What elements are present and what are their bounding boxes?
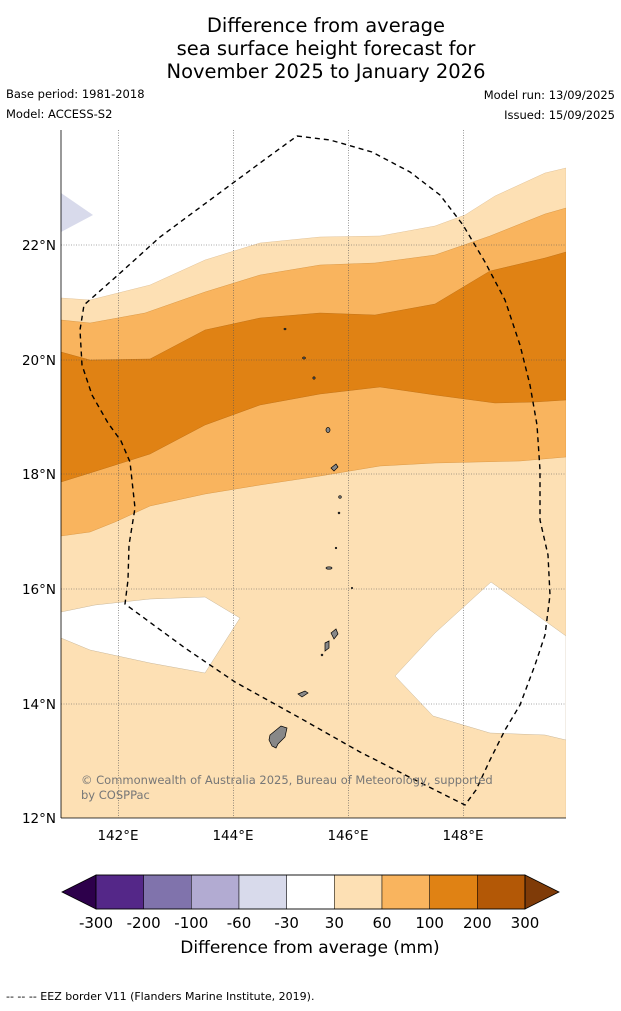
colorbar-label: -200 bbox=[127, 914, 161, 932]
colorbar-extend-high bbox=[524, 874, 560, 910]
base-period-label: Base period: 1981-2018 bbox=[6, 87, 145, 101]
eez-border bbox=[79, 135, 551, 806]
lat-label-14n: 14°N bbox=[22, 697, 56, 713]
island-guguan bbox=[337, 511, 341, 515]
island-farallon-de-pajaros bbox=[283, 327, 287, 331]
colorbar-label: 200 bbox=[463, 914, 492, 932]
colorbar-extend-low bbox=[61, 874, 97, 910]
island-asuncion bbox=[312, 376, 316, 380]
colorbar-segment bbox=[334, 874, 383, 910]
colorbar-label: 300 bbox=[511, 914, 540, 932]
neutral-region-east bbox=[394, 581, 566, 741]
colorbar-label: -30 bbox=[274, 914, 299, 932]
model-run-label: Model run: 13/09/2025 bbox=[483, 88, 615, 102]
islands bbox=[268, 327, 354, 749]
contour-neg30-neg60 bbox=[61, 193, 93, 232]
model-label: Model: ACCESS-S2 bbox=[6, 107, 113, 121]
lon-label-148e: 148°E bbox=[442, 828, 483, 844]
island-maug bbox=[302, 356, 306, 360]
copyright-line-1: © Commonwealth of Australia 2025, Bureau… bbox=[81, 773, 493, 787]
title-line-2: sea surface height forecast for bbox=[176, 37, 476, 60]
contour-100-200 bbox=[61, 251, 566, 483]
island-pagan bbox=[330, 463, 339, 472]
colorbar-segment bbox=[429, 874, 478, 910]
island-saipan bbox=[330, 628, 339, 640]
colorbar-segment bbox=[191, 874, 240, 910]
colorbar-frame bbox=[95, 874, 526, 910]
lat-label-20n: 20°N bbox=[22, 353, 56, 369]
lat-label-22n: 22°N bbox=[22, 238, 56, 254]
issued-label: Issued: 15/09/2025 bbox=[504, 108, 615, 122]
colorbar-label: -100 bbox=[174, 914, 208, 932]
colorbar-title: Difference from average (mm) bbox=[180, 938, 439, 958]
island-agrihan bbox=[325, 427, 331, 433]
island-guam bbox=[268, 725, 288, 749]
colorbar-segment bbox=[286, 874, 335, 910]
island-anatahan bbox=[325, 566, 333, 570]
island-rota bbox=[297, 690, 309, 698]
colorbar bbox=[61, 874, 560, 910]
island-aguijan bbox=[320, 653, 324, 657]
colorbar-segment bbox=[143, 874, 192, 910]
gridlines bbox=[61, 130, 566, 818]
colorbar-segment bbox=[477, 874, 526, 910]
lon-label-146e: 146°E bbox=[327, 828, 368, 844]
neutral-region-west bbox=[61, 596, 241, 674]
title-line-1: Difference from average bbox=[206, 14, 446, 37]
lon-label-142e: 142°E bbox=[97, 828, 138, 844]
colorbar-label: -60 bbox=[227, 914, 252, 932]
colorbar-label: 60 bbox=[372, 914, 391, 932]
lat-label-18n: 18°N bbox=[22, 467, 56, 483]
colorbar-segment bbox=[238, 874, 287, 910]
island-tinian bbox=[324, 640, 330, 652]
colorbar-segment bbox=[95, 874, 144, 910]
colorbar-segment bbox=[381, 874, 430, 910]
lon-label-144e: 144°E bbox=[212, 828, 253, 844]
title-line-3: November 2025 to January 2026 bbox=[166, 60, 486, 83]
lat-label-16n: 16°N bbox=[22, 582, 56, 598]
colorbar-label: 100 bbox=[415, 914, 444, 932]
island-sarigan bbox=[334, 546, 338, 550]
island-farallon-de-medinilla bbox=[350, 586, 354, 590]
eez-footnote: -- -- -- EEZ border V11 (Flanders Marine… bbox=[6, 990, 315, 1003]
map-title: Difference from average sea surface heig… bbox=[0, 14, 621, 83]
copyright-line-2: by COSPPac bbox=[81, 788, 150, 802]
lat-label-12n: 12°N bbox=[22, 811, 56, 827]
colorbar-label: 30 bbox=[325, 914, 344, 932]
island-alamagan bbox=[338, 495, 342, 499]
map-area: © Commonwealth of Australia 2025, Bureau… bbox=[61, 130, 566, 818]
colorbar-tick-labels: -300 -200 -100 -60 -30 30 60 100 200 300 bbox=[79, 914, 539, 932]
colorbar-label: -300 bbox=[79, 914, 113, 932]
